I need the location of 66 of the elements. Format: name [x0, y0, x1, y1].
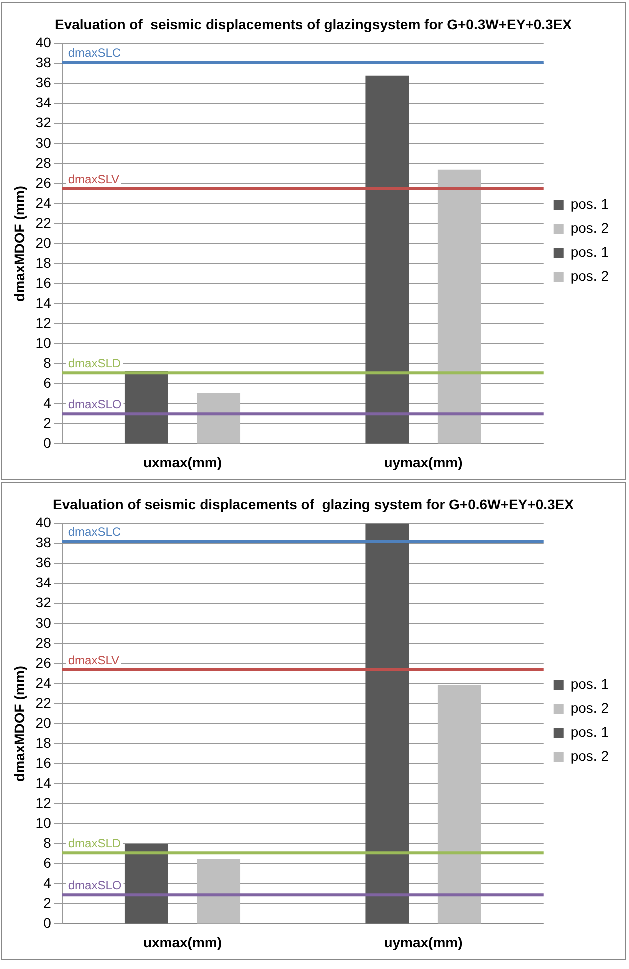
legend-label: pos. 2	[570, 268, 610, 284]
y-tick-label: 28	[36, 154, 52, 171]
legend-label: pos. 1	[570, 244, 610, 260]
y-tick-label: 38	[36, 54, 52, 71]
y-tick-label: 38	[36, 534, 52, 551]
y-tick-label: 36	[36, 74, 52, 91]
ref-line-label: dmaxSLD	[68, 836, 122, 850]
legend-label: pos. 2	[570, 748, 610, 764]
y-tick-label: 14	[36, 774, 52, 791]
ref-line-label: dmaxSLC	[68, 46, 122, 60]
legend-label: pos. 1	[570, 676, 610, 692]
chart-title: Evaluation of seismic displacements of glazing system for G+0.6W+EY+0.3EX	[53, 496, 575, 512]
ref-line-label: dmaxSLC	[68, 525, 122, 540]
y-tick-label: 0	[44, 435, 52, 452]
y-tick-label: 30	[36, 614, 52, 631]
y-tick-label: 28	[36, 634, 52, 651]
ref-line-label: dmaxSLD	[68, 356, 122, 370]
y-tick-label: 22	[36, 694, 52, 711]
x-tick-label: uxmax(mm)	[143, 934, 222, 950]
y-axis-title: dmaxMDOF (mm)	[11, 666, 28, 782]
x-tick-label: uymax(mm)	[384, 934, 463, 950]
y-tick-label: 2	[44, 895, 52, 912]
y-tick-label: 26	[36, 654, 52, 671]
y-tick-label: 8	[44, 834, 52, 851]
ref-line-label: dmaxSLO	[68, 878, 122, 892]
y-tick-label: 4	[44, 875, 52, 892]
y-tick-label: 32	[36, 114, 52, 131]
y-tick-label: 2	[44, 415, 52, 432]
y-tick-label: 16	[36, 274, 52, 291]
y-tick-label: 36	[36, 554, 52, 571]
y-tick-label: 24	[36, 194, 52, 211]
y-tick-label: 26	[36, 174, 52, 191]
y-tick-label: 22	[36, 214, 52, 231]
legend-label: pos. 2	[570, 700, 610, 716]
ref-line-label: dmaxSLV	[68, 653, 120, 668]
y-tick-label: 12	[36, 794, 52, 811]
y-tick-label: 20	[36, 714, 52, 731]
y-tick-label: 14	[36, 294, 52, 311]
ref-line-label: dmaxSLV	[68, 172, 120, 186]
y-tick-label: 0	[44, 915, 52, 932]
y-tick-label: 24	[36, 674, 52, 691]
y-tick-label: 30	[36, 134, 52, 151]
ref-line-label: dmaxSLO	[68, 397, 122, 412]
y-tick-label: 6	[44, 375, 52, 391]
y-tick-label: 18	[36, 734, 52, 751]
y-tick-label: 10	[36, 334, 52, 351]
y-tick-label: 32	[36, 594, 52, 611]
y-tick-label: 34	[36, 574, 52, 591]
x-tick-label: uxmax(mm)	[143, 454, 222, 470]
legend-label: pos. 1	[570, 724, 610, 740]
y-tick-label: 8	[44, 354, 52, 371]
y-tick-label: 10	[36, 814, 52, 831]
x-tick-label: uymax(mm)	[384, 454, 463, 470]
y-tick-label: 40	[36, 34, 52, 51]
chart-title: Evaluation of seismic displacements of glazingsystem for G+0.3W+EY+0.3EX	[54, 16, 573, 32]
y-tick-label: 12	[36, 314, 52, 331]
y-tick-label: 34	[36, 94, 52, 111]
legend-label: pos. 2	[570, 220, 610, 236]
y-tick-label: 6	[44, 855, 52, 871]
legend-label: pos. 1	[570, 196, 610, 212]
y-tick-label: 18	[36, 254, 52, 271]
y-axis-title: dmaxMDOF (mm)	[11, 186, 28, 302]
y-tick-label: 16	[36, 754, 52, 771]
y-tick-label: 4	[44, 395, 52, 412]
y-tick-label: 40	[36, 514, 52, 531]
y-tick-label: 20	[36, 234, 52, 251]
